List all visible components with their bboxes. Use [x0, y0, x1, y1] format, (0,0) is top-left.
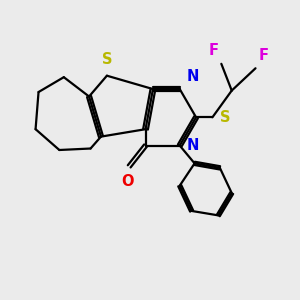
Text: O: O	[122, 174, 134, 189]
Text: F: F	[208, 44, 218, 59]
Text: S: S	[102, 52, 112, 68]
Text: N: N	[186, 69, 199, 84]
Text: S: S	[220, 110, 230, 125]
Text: F: F	[259, 48, 269, 63]
Text: N: N	[186, 138, 199, 153]
